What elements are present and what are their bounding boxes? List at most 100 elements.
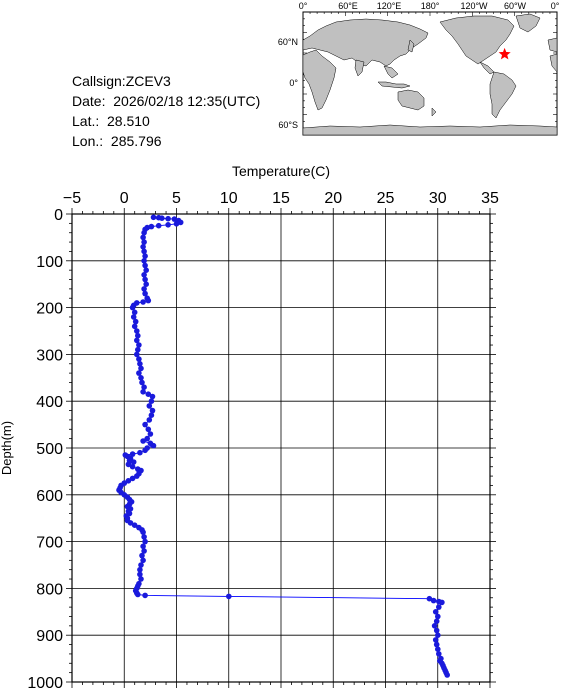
temperature-data-point	[435, 613, 441, 620]
temperature-data-point	[129, 451, 136, 457]
temperature-data-point	[146, 403, 153, 409]
temperature-data-point	[432, 609, 439, 615]
temperature-data-point	[141, 248, 147, 255]
temperature-data-point	[130, 314, 137, 320]
temperature-data-point	[150, 214, 157, 221]
temperature-data-point	[136, 370, 142, 376]
temperature-data-point	[142, 262, 148, 269]
map-land-central-america	[479, 61, 495, 75]
temperature-data-point	[142, 276, 148, 283]
map-land-africa-right	[549, 53, 558, 73]
temperature-data-point	[142, 592, 148, 599]
temperature-data-point	[155, 222, 162, 229]
temperature-data-point	[141, 272, 147, 278]
temperature-data-point	[131, 309, 138, 316]
callsign-text: Callsign:ZCEV3	[72, 73, 171, 89]
temperature-data-point	[141, 229, 147, 236]
temperature-data-point	[134, 351, 140, 358]
temperature-data-point	[138, 562, 144, 568]
temperature-data-point	[132, 318, 139, 325]
temperature-data-point	[138, 576, 144, 582]
temperature-data-point	[130, 459, 137, 465]
map-lon-label: 60°W	[504, 1, 527, 11]
y-tick-label: 1000	[27, 675, 63, 690]
temperature-data-point	[148, 412, 155, 419]
temperature-data-point	[173, 221, 180, 227]
y-tick-label: 700	[36, 535, 63, 552]
map-land-japan	[407, 39, 415, 53]
y-tick-label: 300	[36, 347, 63, 364]
y-axis-ticks: 0 100 200 300 400 500 600 700 800 900 1000	[27, 207, 496, 690]
temperature-data-point	[142, 447, 148, 454]
temperature-data-point	[171, 216, 178, 222]
temperature-data-point	[135, 591, 141, 598]
latitude-text: Lat.: 28.510	[72, 113, 150, 129]
temperature-data-point	[145, 297, 152, 304]
temperature-data-point	[148, 398, 155, 405]
temperature-data-point	[141, 384, 147, 391]
x-tick-label: 10	[220, 190, 238, 207]
temperature-data-point	[136, 356, 142, 362]
temperature-data-point	[426, 595, 433, 602]
map-lat-label: 0°	[289, 78, 298, 88]
temperature-data-point	[439, 599, 445, 606]
temperature-profile-series	[116, 214, 451, 678]
temperature-data-point	[131, 522, 138, 528]
y-tick-label: 900	[36, 628, 63, 645]
temperature-data-point	[141, 286, 147, 292]
temperature-data-point	[134, 337, 140, 344]
x-tick-label: 0	[120, 190, 129, 207]
map-lon-label: 120°E	[377, 1, 402, 11]
float-location-marker	[498, 47, 511, 60]
y-tick-label: 800	[36, 581, 63, 598]
y-tick-label: 500	[36, 441, 63, 458]
temperature-data-point	[142, 290, 148, 297]
x-tick-label: 5	[172, 190, 181, 207]
y-axis-title: Depth(m)	[0, 421, 14, 475]
temperature-data-point	[137, 566, 143, 573]
temperature-data-point	[430, 597, 437, 604]
temperature-data-point	[140, 234, 146, 241]
map-lon-label: 0°	[299, 1, 308, 11]
temperature-data-point	[444, 672, 451, 678]
x-tick-label: 25	[377, 190, 395, 207]
temperature-data-point	[149, 393, 156, 400]
temperature-data-point	[144, 435, 150, 442]
temperature-data-point	[141, 258, 147, 264]
y-tick-label: 400	[36, 394, 63, 411]
map-lon-label: 60°E	[338, 1, 358, 11]
temperature-data-point	[142, 253, 148, 259]
map-land-europe-asia-right	[547, 37, 558, 53]
y-tick-label: 600	[36, 488, 63, 505]
x-tick-label: 15	[272, 190, 290, 207]
map-landmasses	[302, 13, 558, 136]
x-axis-title: Temperature(C)	[232, 163, 330, 179]
temperature-data-point	[146, 417, 153, 423]
temperature-data-point	[436, 651, 442, 657]
temperature-data-point	[138, 375, 144, 381]
temperature-data-point	[143, 281, 149, 288]
temperature-data-point	[141, 239, 147, 245]
temperature-data-point	[147, 431, 154, 437]
temperature-profile-line	[118, 216, 448, 676]
temperature-data-point	[140, 244, 146, 250]
temperature-data-point	[125, 461, 132, 468]
map-land-north-america	[439, 15, 515, 65]
temperature-data-point	[134, 473, 140, 479]
temperature-data-point	[435, 646, 441, 652]
temperature-data-point	[129, 304, 136, 311]
temperature-data-point	[137, 571, 143, 578]
map-land-antarctica	[302, 124, 558, 136]
temperature-data-point	[140, 438, 146, 444]
x-tick-label: 30	[429, 190, 447, 207]
temperature-data-point	[138, 365, 144, 372]
map-lon-label: 180°	[421, 1, 440, 11]
temperature-data-point	[127, 520, 134, 526]
temperature-data-point	[129, 463, 136, 470]
map-land-india	[354, 59, 365, 77]
y-tick-label: 200	[36, 301, 63, 318]
map-lon-label: 0°	[551, 1, 560, 11]
temperature-data-point	[134, 328, 140, 334]
temperature-data-point	[148, 223, 155, 230]
x-axis-ticks: −5 0 5 10 15 20 25 30 35	[63, 190, 499, 688]
